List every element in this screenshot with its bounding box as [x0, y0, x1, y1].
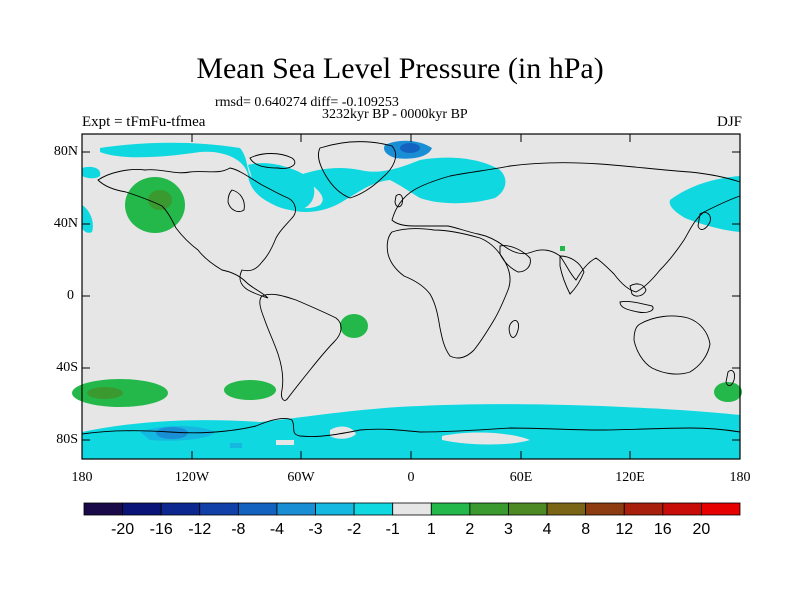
australia-coast — [633, 315, 711, 375]
stats-subtitle: rmsd= 0.640274 diff= -0.109253 — [215, 95, 399, 110]
south-atlantic-green — [340, 314, 368, 338]
colorbar-label: 4 — [542, 521, 552, 538]
madagascar-coast — [508, 319, 519, 338]
lat-label-40s: 40S — [56, 360, 78, 375]
colorbar-swatch — [623, 502, 664, 516]
colorbar-swatch — [701, 502, 741, 516]
southern-ocean-spot — [230, 443, 242, 448]
colorbar-label: -4 — [269, 521, 285, 538]
drake-green — [224, 380, 276, 400]
season-label: DJF — [716, 114, 742, 130]
colorbar-label: -16 — [149, 521, 173, 538]
colorbar-swatch — [353, 502, 394, 516]
lon-label-60w: 60W — [287, 470, 315, 485]
colorbar-swatch — [430, 502, 471, 516]
colorbar-label: 3 — [504, 521, 513, 538]
central-asia-green-spot — [560, 246, 565, 251]
lat-label-40n: 40N — [53, 216, 78, 231]
coastlines — [81, 141, 741, 437]
west-pacific-cyan — [82, 205, 93, 233]
lat-label-80s: 80S — [56, 432, 78, 447]
antarctic-grey-patch-2 — [442, 432, 530, 445]
colorbar-label: -2 — [346, 521, 362, 538]
indonesia-coast — [619, 301, 654, 313]
colorbar-swatch — [122, 502, 162, 516]
lon-label-180e: 180 — [729, 470, 751, 485]
lon-tick-marks — [81, 134, 741, 459]
antarctica-coast — [81, 417, 741, 437]
colorbar-swatch — [276, 502, 316, 516]
colorbar-label: 16 — [653, 521, 672, 538]
colorbar-swatch — [237, 502, 278, 516]
antarctic-grey-patch-3 — [276, 440, 294, 445]
uk-coast — [394, 193, 403, 208]
south-indian-green — [714, 382, 742, 402]
colorbar-swatch — [199, 502, 239, 516]
greenland-core — [400, 143, 420, 153]
colorbar-swatch — [662, 502, 702, 516]
eurasia-coast — [391, 162, 741, 293]
colorbar-label: -12 — [188, 521, 212, 538]
hudson-bay — [227, 189, 245, 213]
experiment-label: Expt = tFmFu-tfmea — [82, 114, 206, 130]
lon-label-180w: 180 — [71, 470, 93, 485]
colorbar-swatch — [585, 502, 625, 516]
colorbar-swatch — [508, 502, 548, 516]
colorbar-swatch — [469, 502, 509, 516]
south-america-coast — [259, 293, 342, 401]
colorbar — [83, 502, 741, 516]
antarctic-grey-patch — [330, 426, 356, 439]
colorbar-label: -8 — [231, 521, 246, 538]
africa-coast — [386, 228, 511, 359]
colorbar-label: -1 — [385, 521, 400, 538]
map-title: Mean Sea Level Pressure (in hPa) — [196, 52, 604, 85]
lon-label-120w: 120W — [174, 470, 210, 485]
colorbar-label: 20 — [692, 521, 711, 538]
east-asia-cyan-region — [669, 176, 740, 232]
india-coast — [559, 255, 585, 295]
new-zealand-coast — [725, 369, 735, 387]
north-pacific-green-core — [148, 190, 172, 210]
labrador-cyan-region — [248, 163, 315, 211]
south-pacific-green-core — [87, 387, 123, 399]
lat-label-80n: 80N — [53, 144, 78, 159]
lat-tick-marks — [82, 151, 740, 441]
colorbar-swatch — [83, 502, 123, 516]
arctic-islands — [249, 153, 296, 169]
lon-label-120e: 120E — [615, 470, 645, 485]
lon-label-60e: 60E — [509, 470, 533, 485]
lat-label-0: 0 — [67, 288, 74, 303]
colorbar-label: 1 — [426, 521, 436, 538]
arabia-coast — [499, 245, 531, 273]
colorbar-label: 12 — [615, 521, 634, 538]
colorbar-label: 8 — [581, 521, 591, 538]
colorbar-swatch — [315, 502, 355, 516]
borneo-coast — [629, 283, 647, 297]
greenland-coast — [317, 141, 396, 199]
west-arctic-cyan — [82, 166, 101, 179]
colorbar-swatch — [160, 502, 201, 516]
southern-ocean-core — [156, 427, 188, 439]
north-america-coast — [97, 167, 296, 299]
colorbar-label: -20 — [111, 521, 135, 538]
colorbar-swatch — [546, 502, 587, 516]
colorbar-label: 2 — [465, 521, 475, 538]
colorbar-label: -3 — [308, 521, 323, 538]
japan-coast — [697, 211, 711, 230]
lon-label-0: 0 — [407, 470, 415, 485]
colorbar-swatch — [392, 502, 432, 516]
period-subtitle: 3232kyr BP - 0000kyr BP — [322, 107, 468, 122]
